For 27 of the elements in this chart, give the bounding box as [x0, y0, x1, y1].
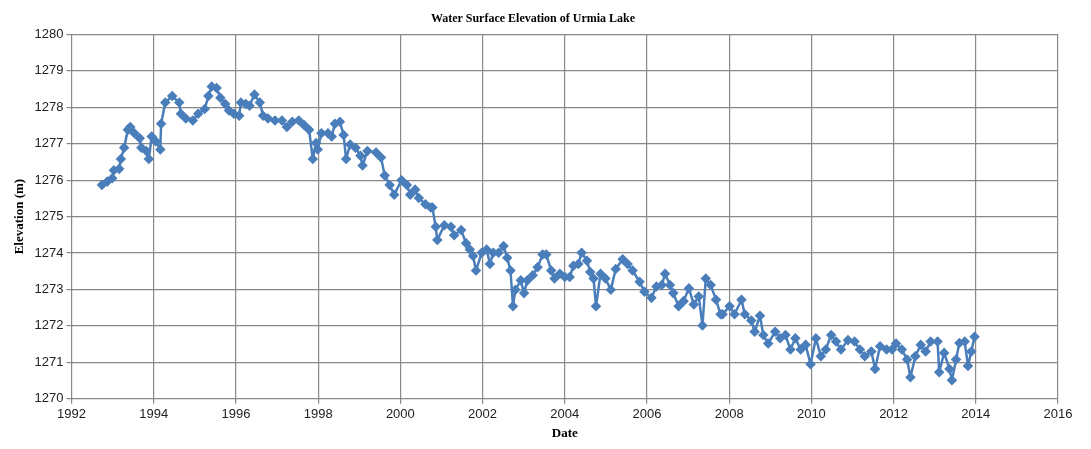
x-tick-label: 1994 [139, 406, 169, 422]
x-tick-label: 2014 [961, 406, 991, 422]
x-tick-label: 2002 [468, 406, 498, 422]
y-tick-label: 1273 [34, 281, 64, 297]
y-tick-label: 1270 [34, 390, 64, 406]
y-tick-label: 1279 [34, 62, 64, 78]
x-tick-label: 2006 [632, 406, 662, 422]
x-tick-label: 2010 [796, 406, 826, 422]
x-tick-label: 2000 [385, 406, 415, 422]
x-tick-label: 2016 [1043, 406, 1073, 422]
y-tick-label: 1274 [34, 244, 64, 260]
y-tick-label: 1276 [34, 171, 64, 187]
x-tick-label: 1992 [57, 406, 86, 422]
y-tick-label: 1277 [34, 135, 64, 151]
x-tick-label: 2008 [714, 406, 744, 422]
x-tick-label: 1996 [221, 406, 251, 422]
x-tick-label: 2004 [550, 406, 580, 422]
y-tick-label: 1272 [34, 317, 64, 333]
y-tick-label: 1271 [34, 353, 64, 369]
y-tick-label: 1275 [34, 208, 64, 224]
y-axis-title: Elevation (m) [11, 178, 27, 255]
x-axis-title: Date [551, 424, 578, 440]
x-tick-label: 2012 [879, 406, 909, 422]
y-tick-label: 1280 [34, 25, 64, 41]
chart-title: Water Surface Elevation of Urmia Lake [430, 11, 636, 26]
x-tick-label: 1998 [303, 406, 333, 422]
y-tick-label: 1278 [34, 98, 64, 114]
